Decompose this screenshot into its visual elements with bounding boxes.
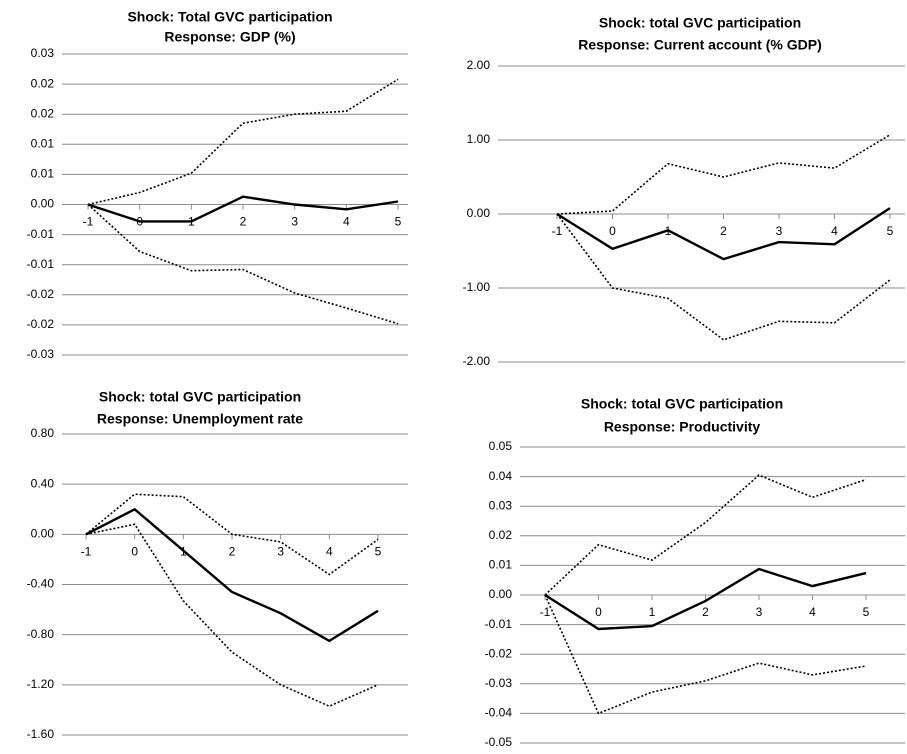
y-tick-label: -0.02	[27, 287, 55, 301]
x-tick-label: 1	[649, 605, 656, 619]
y-tick-label: -0.01	[27, 257, 55, 271]
series-line	[85, 523, 379, 708]
y-tick-label: -0.40	[27, 577, 55, 591]
x-tick-label: 2	[702, 605, 709, 619]
y-tick-label: 0.01	[31, 167, 55, 181]
x-tick-label: 5	[375, 545, 382, 559]
y-tick-label: 0.02	[31, 106, 55, 120]
y-tick-label: -2.00	[463, 354, 491, 368]
y-tick-label: 0.00	[31, 527, 55, 541]
y-tick-label: 0.80	[31, 426, 55, 440]
x-tick-label: -1	[83, 215, 94, 229]
x-tick-label: 5	[887, 224, 894, 238]
y-tick-label: 0.01	[31, 136, 55, 150]
series-line	[87, 203, 399, 325]
x-tick-label: 3	[291, 215, 298, 229]
series-line	[544, 594, 867, 715]
series-line	[556, 213, 891, 341]
x-tick-label: -1	[81, 545, 92, 559]
chart-title: Shock: total GVC participation	[581, 396, 783, 412]
y-tick-label: 0.03	[489, 498, 513, 512]
y-tick-label: -0.03	[485, 676, 513, 690]
y-tick-label: -0.04	[485, 706, 513, 720]
y-tick-label: -1.60	[27, 727, 55, 741]
x-tick-label: 2	[720, 224, 727, 238]
x-tick-label: 4	[326, 545, 333, 559]
x-tick-label: 4	[809, 605, 816, 619]
y-tick-label: 0.00	[467, 206, 491, 220]
chart-title: Shock: total GVC participation	[99, 389, 301, 405]
x-tick-label: -1	[552, 224, 563, 238]
y-tick-label: 0.03	[31, 46, 55, 60]
x-tick-label: 3	[277, 545, 284, 559]
x-tick-label: 4	[831, 224, 838, 238]
y-tick-label: 0.05	[489, 439, 513, 453]
chart-subtitle: Response: Current account (% GDP)	[578, 37, 821, 53]
y-tick-label: 0.40	[31, 476, 55, 490]
x-tick-label: 0	[131, 545, 138, 559]
y-tick-label: 0.02	[489, 528, 513, 542]
x-tick-label: 3	[756, 605, 763, 619]
chart-title: Shock: total GVC participation	[599, 15, 801, 31]
x-tick-label: 0	[595, 605, 602, 619]
series-line	[544, 567, 867, 631]
y-tick-label: -0.03	[27, 347, 55, 361]
x-tick-label: 5	[395, 215, 402, 229]
series-line	[544, 474, 867, 596]
y-tick-label: 0.00	[31, 197, 55, 211]
y-tick-label: 0.04	[489, 469, 513, 483]
x-tick-label: 2	[240, 215, 247, 229]
chart-subtitle: Response: Productivity	[604, 419, 761, 435]
x-tick-label: 5	[863, 605, 870, 619]
y-tick-label: 0.00	[489, 587, 513, 601]
y-tick-label: -0.01	[485, 617, 513, 631]
y-tick-label: -0.02	[485, 646, 513, 660]
series-line	[85, 493, 379, 576]
x-tick-label: 3	[776, 224, 783, 238]
y-tick-label: 1.00	[467, 132, 491, 146]
series-line	[87, 195, 399, 223]
series-line	[556, 207, 891, 261]
y-tick-label: -0.05	[485, 735, 513, 749]
series-line	[87, 78, 399, 206]
chart-subtitle: Response: Unemployment rate	[97, 411, 303, 427]
x-tick-label: 0	[609, 224, 616, 238]
series-line	[85, 507, 379, 643]
y-tick-label: -1.00	[463, 280, 491, 294]
x-tick-label: 4	[343, 215, 350, 229]
y-tick-label: 2.00	[467, 58, 491, 72]
x-tick-label: -1	[540, 605, 551, 619]
y-tick-label: -0.80	[27, 627, 55, 641]
chart-title: Shock: Total GVC participation	[127, 9, 332, 25]
y-tick-label: 0.01	[489, 558, 513, 572]
y-tick-label: -1.20	[27, 677, 55, 691]
series-line	[556, 134, 891, 215]
y-tick-label: -0.01	[27, 227, 55, 241]
y-tick-label: -0.02	[27, 317, 55, 331]
x-tick-label: 2	[229, 545, 236, 559]
chart-subtitle: Response: GDP (%)	[164, 29, 295, 45]
y-tick-label: 0.02	[31, 76, 55, 90]
